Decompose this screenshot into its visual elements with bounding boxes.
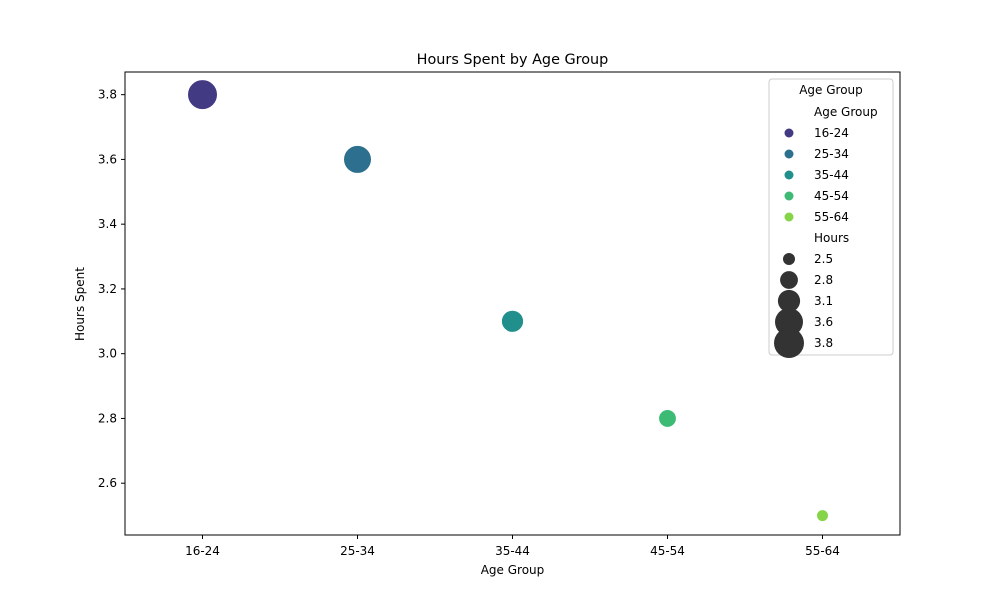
x-tick-label: 25-34 <box>340 544 375 558</box>
legend-hue-label: 55-64 <box>814 210 849 224</box>
plot-area: 2.6 2.8 3.0 3.2 3.4 3.6 3.8 16-24 25-34 35-44 45-5… <box>98 71 901 558</box>
x-tick-label: 55-64 <box>805 544 840 558</box>
data-point <box>500 309 525 333</box>
legend-size-label: 2.5 <box>814 252 833 266</box>
x-axis-label: Age Group <box>481 563 545 577</box>
chart-title: Hours Spent by Age Group <box>417 52 609 68</box>
data-point <box>816 509 829 523</box>
legend-size-marker <box>777 289 801 313</box>
legend-size-header: Hours <box>814 231 849 245</box>
legend-size-label: 3.8 <box>814 336 833 350</box>
legend-size-marker <box>775 308 803 336</box>
legend-hue-header: Age Group <box>814 105 878 119</box>
data-point <box>343 144 372 174</box>
x-tick-label: 35-44 <box>495 544 530 558</box>
legend-hue-label: 45-54 <box>814 189 849 203</box>
data-point <box>187 79 218 111</box>
legend-size-marker <box>783 253 795 265</box>
y-axis-label: Hours Spent <box>73 267 87 341</box>
y-tick-label: 3.4 <box>98 217 117 231</box>
legend-size-marker <box>774 328 804 358</box>
legend-hue-label: 25-34 <box>814 147 849 161</box>
legend-hue-marker <box>784 212 794 222</box>
legend-hue-label: 35-44 <box>814 168 849 182</box>
x-tick-label: 45-54 <box>650 544 685 558</box>
legend: Age Group Age Group 16-24 25-34 35-44 45-54 55… <box>768 78 894 358</box>
y-tick-label: 3.8 <box>98 88 117 102</box>
y-tick-label: 2.8 <box>98 411 117 425</box>
data-point <box>658 409 677 428</box>
y-tick-label: 2.6 <box>98 476 117 490</box>
legend-size-label: 2.8 <box>814 273 833 287</box>
x-tick-label: 16-24 <box>185 544 220 558</box>
legend-hue-label: 16-24 <box>814 126 849 140</box>
legend-hue-marker <box>784 128 794 138</box>
legend-hue-marker <box>784 170 794 180</box>
legend-hue-marker <box>784 149 794 159</box>
legend-size-label: 3.6 <box>814 315 833 329</box>
legend-title: Age Group <box>799 83 863 97</box>
legend-size-label: 3.1 <box>814 294 833 308</box>
legend-size-marker <box>780 271 798 289</box>
y-tick-label: 3.0 <box>98 347 117 361</box>
y-tick-label: 3.6 <box>98 152 117 166</box>
legend-hue-marker <box>784 191 794 201</box>
legend-frame <box>768 78 894 356</box>
y-tick-label: 3.2 <box>98 282 117 296</box>
